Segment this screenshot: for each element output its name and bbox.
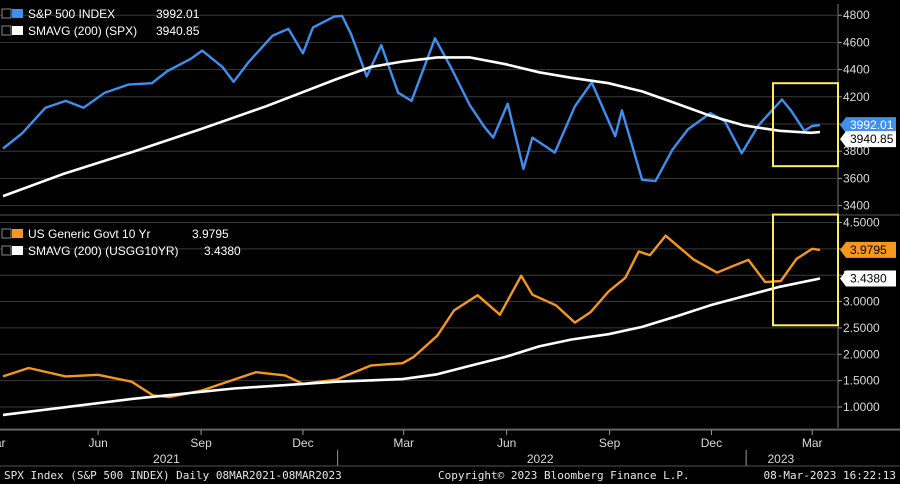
legend-label: S&P 500 INDEX <box>28 7 115 21</box>
x-axis: Mar Jun Sep Dec Mar Jun Sep Dec Mar 2021 2022 2023 <box>0 429 900 467</box>
y-tick-label: 4.5000 <box>843 215 880 229</box>
y-tick-label: 3800 <box>843 144 870 158</box>
tag-shape <box>840 241 896 258</box>
y-tick-label: 3400 <box>843 199 870 213</box>
x-year-label: 2022 <box>527 452 554 466</box>
tag-shape <box>840 131 896 148</box>
y-tick-label: 3600 <box>843 171 870 185</box>
legend-label: SMAVG (200) (SPX) <box>28 24 137 38</box>
footer-security-label: SPX Index (S&P 500 INDEX) Daily 08MAR202… <box>4 469 342 482</box>
y-tick-label: 2.0000 <box>843 347 880 361</box>
spx-sma200-series-line <box>2 56 821 198</box>
legend-checkbox[interactable] <box>1 8 12 19</box>
x-tick-label: Dec <box>701 436 722 450</box>
x-tick-label: Mar <box>0 436 6 450</box>
legend-value: 3940.85 <box>156 24 200 38</box>
y-tick-label: 1.5000 <box>843 374 880 388</box>
x-tick-label: Dec <box>292 436 313 450</box>
x-tick-label: Mar <box>393 436 414 450</box>
legend-value: 3.4380 <box>204 244 241 258</box>
footer-timestamp: 08-Mar-2023 16:22:13 <box>763 469 896 482</box>
y-tick-label: 4200 <box>843 90 870 104</box>
tag-shape <box>840 117 896 134</box>
legend-label: SMAVG (200) (USGG10YR) <box>28 244 178 258</box>
y-tick-label: 4400 <box>843 63 870 77</box>
tag-shape <box>840 270 896 287</box>
last-value-tag: 3992.01 <box>840 117 896 134</box>
tag-text: 3.4380 <box>850 271 887 285</box>
legend-swatch <box>12 229 23 238</box>
sma-last-value-tag: 3.4380 <box>840 270 896 287</box>
footer-bar: SPX Index (S&P 500 INDEX) Daily 08MAR202… <box>0 466 900 484</box>
footer-copyright: Copyright© 2023 Bloomberg Finance L.P. <box>438 469 690 482</box>
legend-value: 3992.01 <box>156 7 200 21</box>
y-tick-label: 4800 <box>843 8 870 22</box>
tag-text: 3.9795 <box>850 243 887 257</box>
yield-sma200-series-line <box>2 277 821 417</box>
x-tick-label: Mar <box>802 436 823 450</box>
legend-checkbox[interactable] <box>1 245 12 256</box>
y-tick-label: 4600 <box>843 35 870 49</box>
x-tick-label: Jun <box>88 436 107 450</box>
sma-last-value-tag: 3940.85 <box>840 131 896 148</box>
spx-series-line <box>2 14 821 183</box>
y-tick-label: 3.0000 <box>843 295 880 309</box>
last-value-tag: 3.9795 <box>840 241 896 258</box>
x-tick-label: Sep <box>599 436 621 450</box>
tag-text: 3940.85 <box>850 132 894 146</box>
legend-checkbox[interactable] <box>1 228 12 239</box>
legend-swatch <box>12 26 23 35</box>
x-tick-label: Sep <box>190 436 212 450</box>
x-tick-label: Jun <box>497 436 516 450</box>
legend-value: 3.9795 <box>192 227 229 241</box>
highlight-box <box>771 82 839 168</box>
tag-text: 3992.01 <box>850 118 894 132</box>
x-year-label: 2023 <box>767 452 794 466</box>
legend-swatch <box>12 246 23 255</box>
yield-panel: 4.50004.00003.50003.00002.50002.00001.50… <box>0 213 900 430</box>
x-year-label: 2021 <box>153 452 180 466</box>
legend-checkbox[interactable] <box>1 25 12 36</box>
spx-panel: 48004600440042004000380036003400S&P 500 … <box>0 4 900 216</box>
legend-label: US Generic Govt 10 Yr <box>28 227 151 241</box>
y-tick-label: 1.0000 <box>843 400 880 414</box>
legend-swatch <box>12 9 23 18</box>
highlight-box <box>771 213 839 327</box>
y-tick-label: 2.5000 <box>843 321 880 335</box>
